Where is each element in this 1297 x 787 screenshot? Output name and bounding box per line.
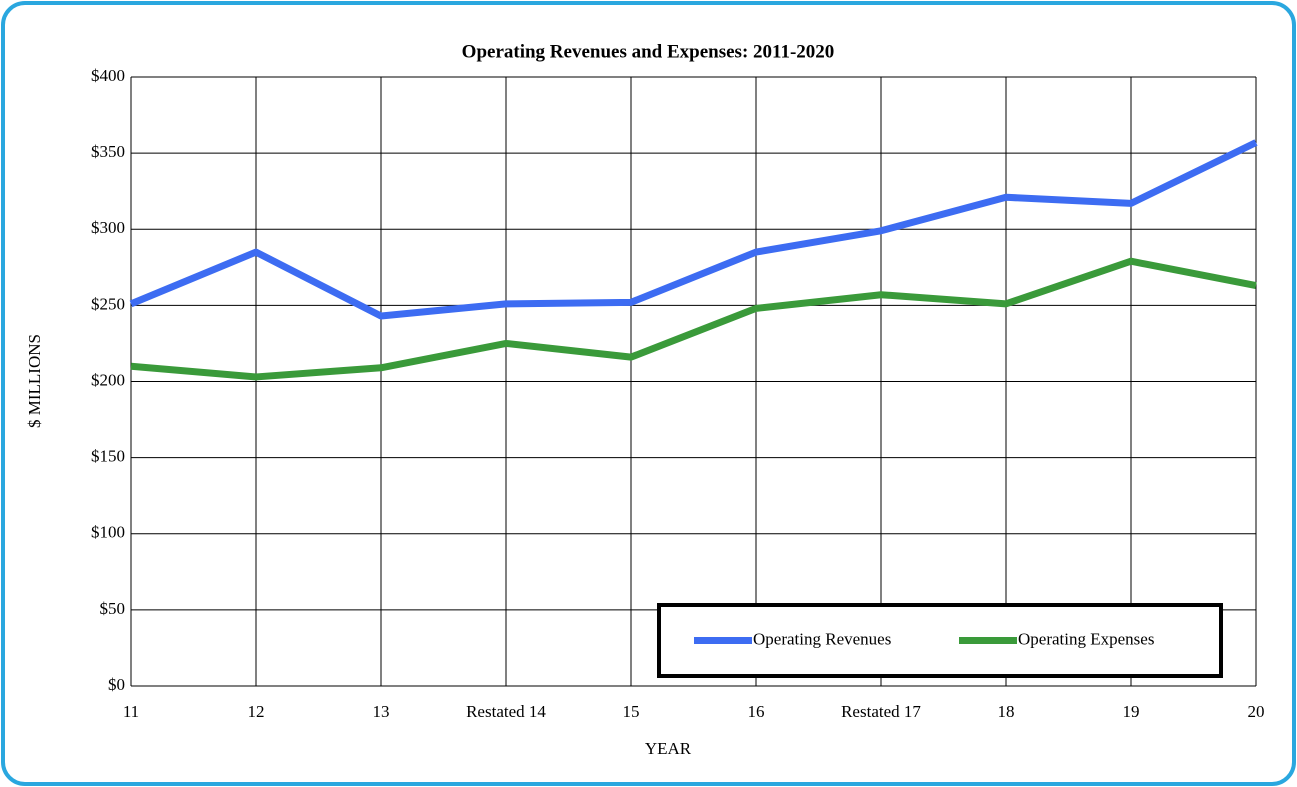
x-tick-label: Restated 17 [841,702,921,721]
x-tick-label: 12 [248,702,265,721]
series-line [130,257,1257,381]
y-tick-label: $250 [91,294,125,313]
x-tick-label: 18 [998,702,1015,721]
y-axis-label: $ MILLIONS [25,334,44,428]
y-tick-label: $150 [91,447,125,466]
y-tick-label: $400 [91,66,125,85]
legend-box [657,603,1223,678]
x-tick-label: 20 [1248,702,1265,721]
y-tick-label: $0 [108,675,125,694]
x-tick-label: 19 [1123,702,1140,721]
y-tick-label: $300 [91,218,125,237]
series-line [129,139,1258,320]
legend-label: Operating Expenses [1018,629,1154,648]
x-tick-label: 11 [123,702,139,721]
x-tick-label: 16 [748,702,765,721]
y-tick-label: $100 [91,523,125,542]
y-tick-label: $200 [91,370,125,389]
y-tick-label: $50 [100,599,126,618]
chart-title: Operating Revenues and Expenses: 2011-20… [462,41,835,62]
x-tick-label: 15 [623,702,640,721]
x-axis-label: YEAR [645,739,692,758]
x-tick-label: Restated 14 [466,702,546,721]
x-tick-label: 13 [373,702,390,721]
y-tick-label: $350 [91,142,125,161]
legend-label: Operating Revenues [753,629,891,648]
